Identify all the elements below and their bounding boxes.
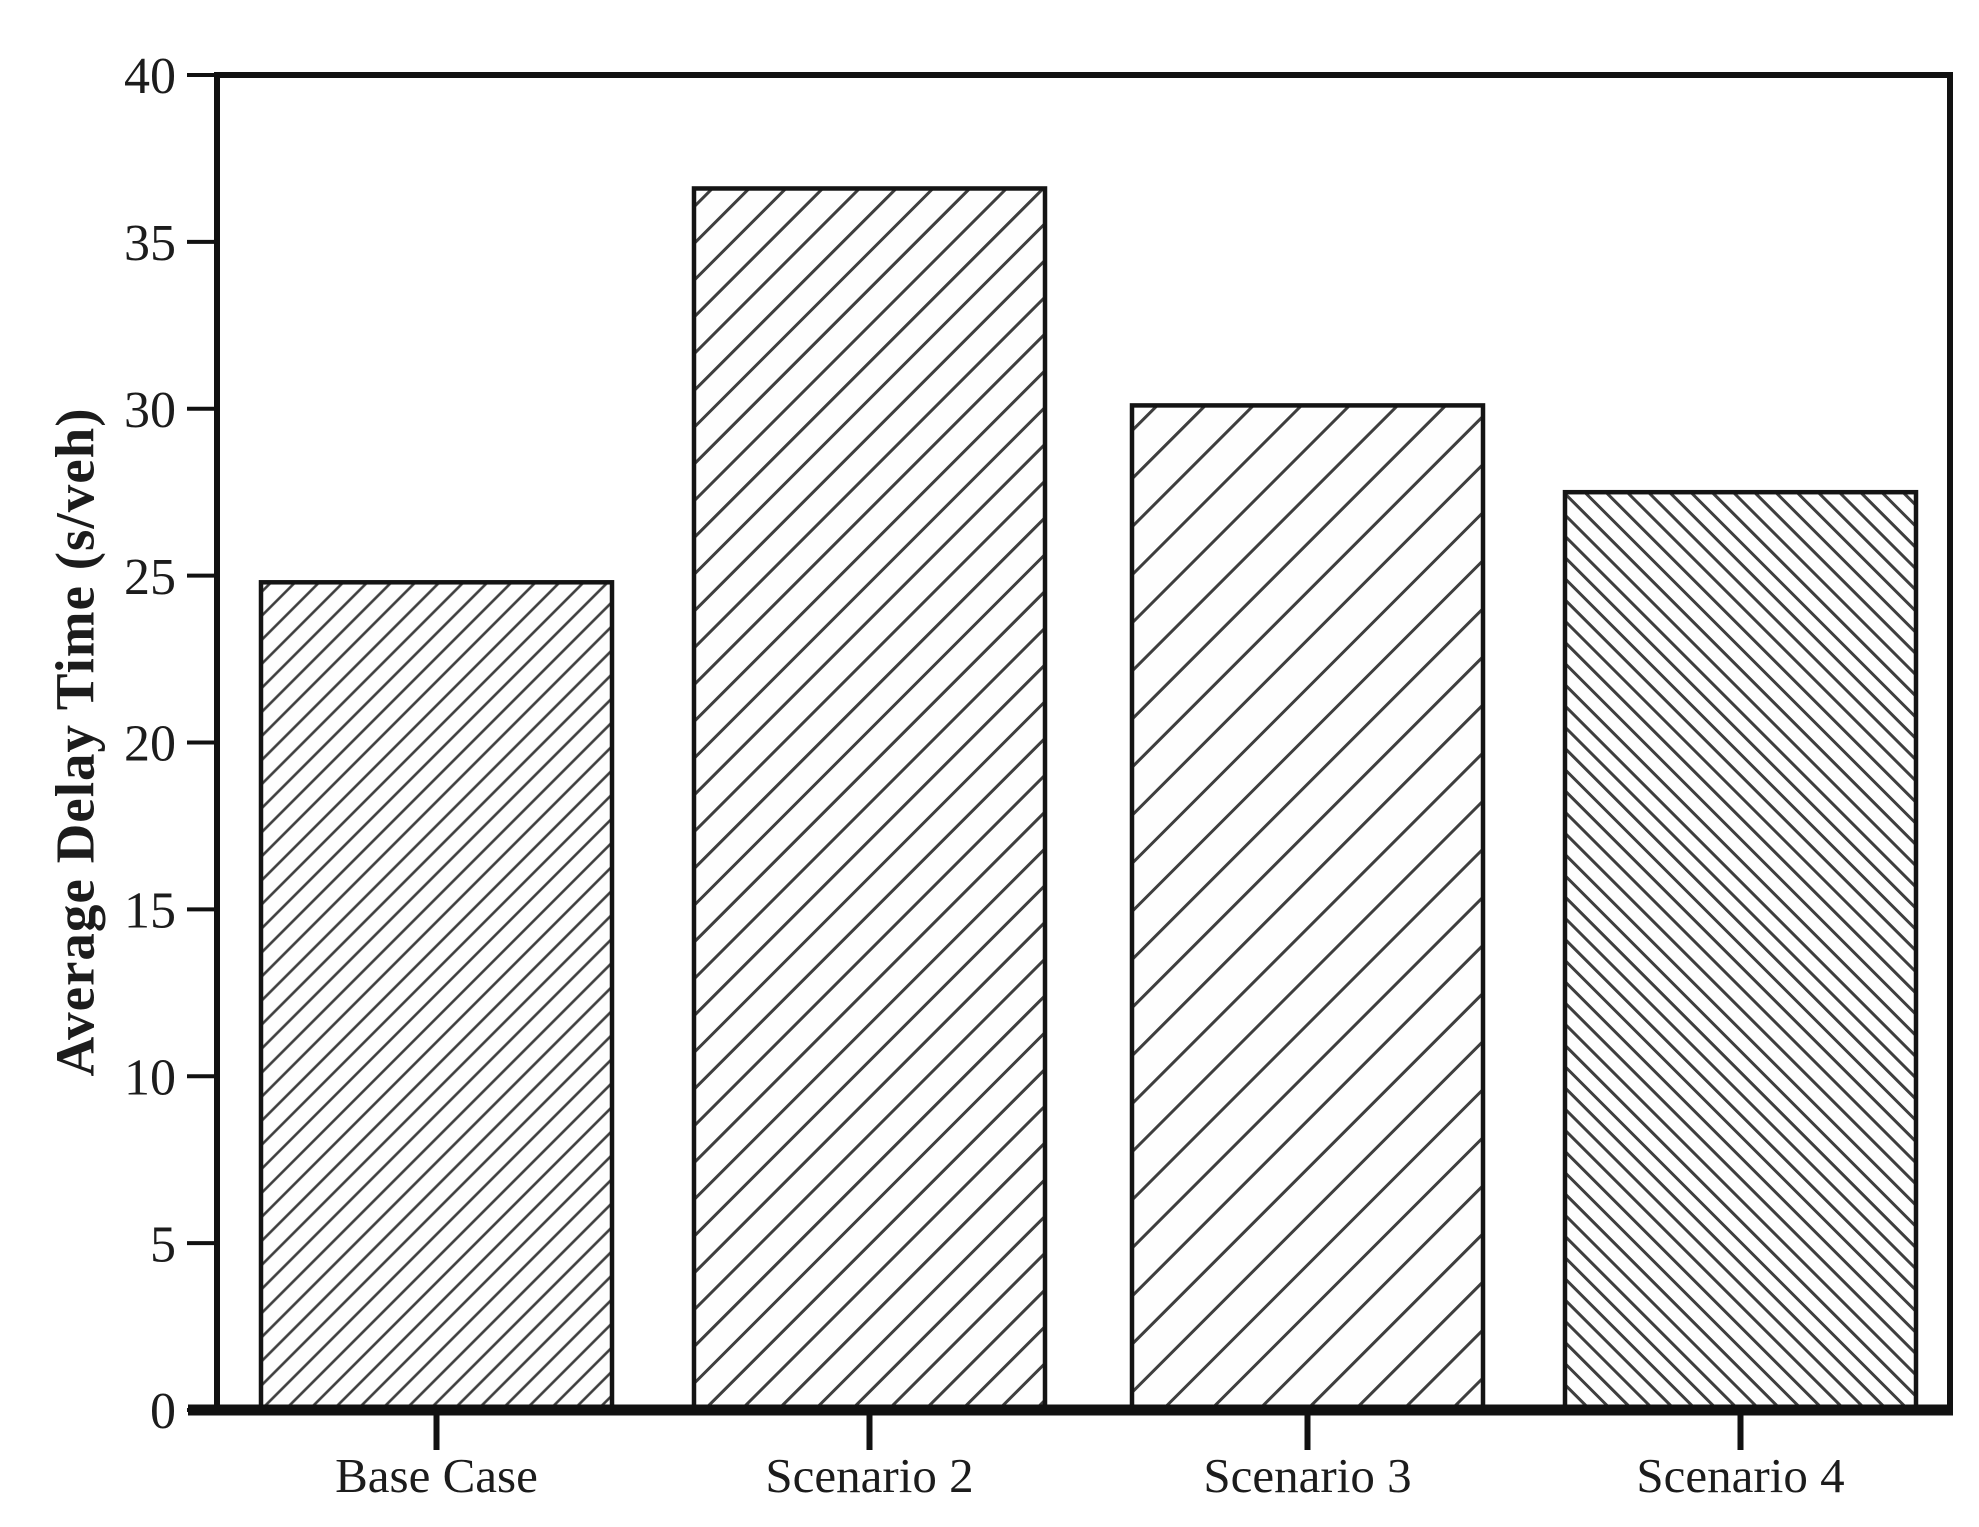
- y-axis-title: Average Delay Time (s/veh): [44, 407, 106, 1077]
- x-category-label: Scenario 4: [1636, 1448, 1844, 1503]
- y-tick-label: 25: [124, 549, 176, 606]
- bar-base-case: [258, 580, 615, 1413]
- bar-scenario-3: [1129, 403, 1486, 1413]
- y-tick-label: 35: [124, 215, 176, 272]
- x-category-label: Scenario 2: [765, 1448, 973, 1503]
- y-tick-label: 0: [150, 1383, 176, 1440]
- y-tick-label: 15: [124, 883, 176, 940]
- bar-scenario-4: [1562, 489, 1919, 1413]
- y-tick-label: 30: [124, 382, 176, 439]
- x-category-label: Base Case: [335, 1448, 538, 1503]
- bar-scenario-2: [691, 186, 1048, 1413]
- x-category-label: Scenario 3: [1203, 1448, 1411, 1503]
- y-tick-label: 40: [124, 48, 176, 105]
- y-tick-label: 5: [150, 1216, 176, 1273]
- y-tick-label: 20: [124, 716, 176, 773]
- y-tick-label: 10: [124, 1049, 176, 1106]
